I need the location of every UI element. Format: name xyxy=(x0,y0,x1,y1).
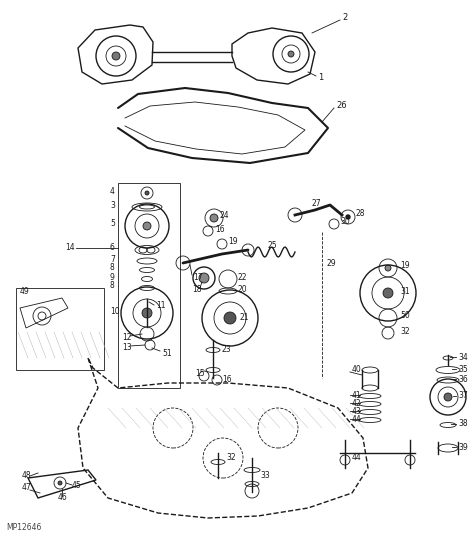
Text: 4: 4 xyxy=(110,186,115,195)
Text: 33: 33 xyxy=(260,472,270,481)
Text: 32: 32 xyxy=(226,453,236,462)
Circle shape xyxy=(346,215,350,219)
Text: 15: 15 xyxy=(195,370,205,379)
Circle shape xyxy=(444,393,452,401)
Text: 48: 48 xyxy=(22,470,32,480)
Text: 8: 8 xyxy=(110,263,115,272)
Text: 14: 14 xyxy=(65,244,74,253)
Text: 28: 28 xyxy=(356,209,365,218)
Bar xyxy=(118,183,180,388)
Text: 2: 2 xyxy=(342,13,347,22)
Text: 6: 6 xyxy=(110,244,115,253)
Text: 40: 40 xyxy=(352,365,362,374)
Circle shape xyxy=(385,265,391,271)
Text: 3: 3 xyxy=(110,200,115,209)
Text: 32: 32 xyxy=(400,326,410,335)
Text: 29: 29 xyxy=(327,258,337,268)
Text: 13: 13 xyxy=(122,342,132,351)
Circle shape xyxy=(143,222,151,230)
Text: 38: 38 xyxy=(458,420,468,428)
Circle shape xyxy=(199,273,209,283)
Text: 26: 26 xyxy=(336,101,346,111)
Text: 19: 19 xyxy=(400,261,410,270)
Text: 7: 7 xyxy=(110,255,115,263)
Circle shape xyxy=(58,481,62,485)
Circle shape xyxy=(210,214,218,222)
Circle shape xyxy=(288,51,294,57)
Text: 47: 47 xyxy=(22,483,32,492)
Text: 12: 12 xyxy=(122,333,131,342)
Text: 11: 11 xyxy=(156,302,165,310)
Text: 8: 8 xyxy=(110,281,115,290)
Text: 45: 45 xyxy=(72,482,82,491)
Text: 44: 44 xyxy=(352,452,362,461)
Text: 9: 9 xyxy=(110,272,115,281)
Circle shape xyxy=(142,308,152,318)
Text: 10: 10 xyxy=(110,307,119,316)
Text: 49: 49 xyxy=(20,287,30,295)
Text: 1: 1 xyxy=(318,74,323,82)
Text: 36: 36 xyxy=(458,374,468,383)
Text: 25: 25 xyxy=(268,240,278,249)
Text: 46: 46 xyxy=(58,493,68,502)
Text: 44: 44 xyxy=(352,414,362,423)
Text: 21: 21 xyxy=(240,313,249,323)
Text: MP12646: MP12646 xyxy=(6,522,41,531)
Text: 17: 17 xyxy=(193,272,202,281)
Text: 16: 16 xyxy=(222,374,232,383)
Text: 18: 18 xyxy=(192,286,201,294)
Text: 42: 42 xyxy=(352,398,362,407)
Text: 41: 41 xyxy=(352,390,362,399)
Text: 27: 27 xyxy=(312,200,322,208)
Text: 16: 16 xyxy=(215,224,225,233)
Text: 35: 35 xyxy=(458,365,468,373)
Circle shape xyxy=(112,52,120,60)
Text: 20: 20 xyxy=(238,286,247,294)
Circle shape xyxy=(145,191,149,195)
Text: 39: 39 xyxy=(458,443,468,452)
Text: 23: 23 xyxy=(222,345,232,355)
Text: 30: 30 xyxy=(340,216,350,225)
Bar xyxy=(16,288,104,370)
Circle shape xyxy=(224,312,236,324)
Text: 34: 34 xyxy=(458,352,468,362)
Circle shape xyxy=(383,288,393,298)
Text: 51: 51 xyxy=(162,349,172,357)
Text: 24: 24 xyxy=(220,210,229,219)
Text: 19: 19 xyxy=(228,238,237,247)
Text: 5: 5 xyxy=(110,219,115,229)
Text: 37: 37 xyxy=(458,391,468,400)
Text: 50: 50 xyxy=(400,311,410,320)
Text: 22: 22 xyxy=(238,273,247,282)
Text: 31: 31 xyxy=(400,287,410,295)
Text: 43: 43 xyxy=(352,406,362,415)
